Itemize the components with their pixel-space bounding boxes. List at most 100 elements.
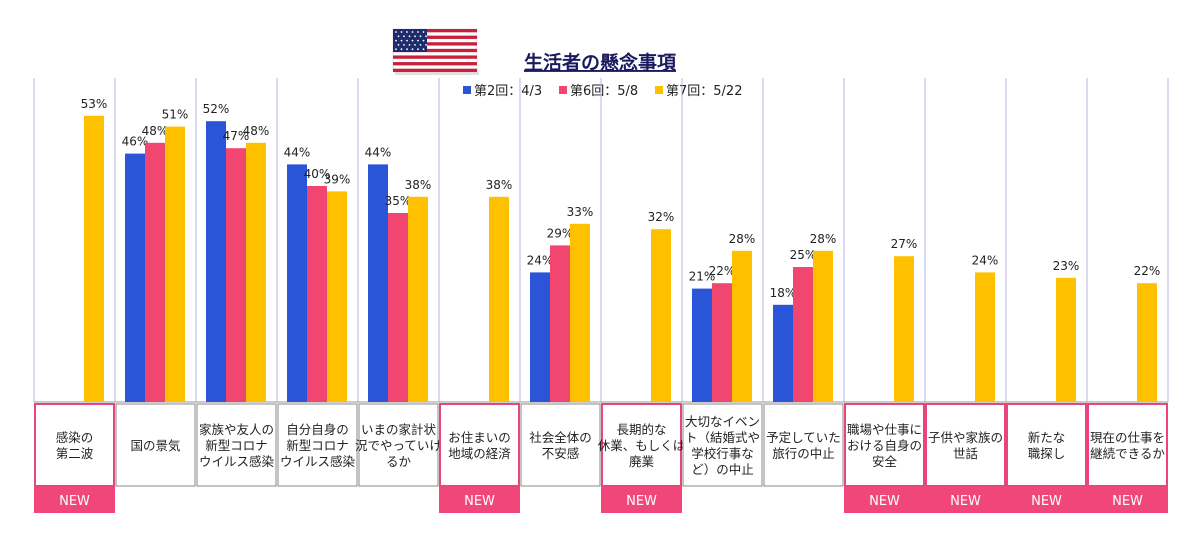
new-badge-label-11: NEW: [950, 494, 981, 509]
category-box-6: [520, 403, 601, 487]
data-label-6-1: 29%: [547, 226, 574, 240]
legend: 第2回：4/3 第6回：5/8 第7回：5/22: [463, 84, 742, 99]
us-flag-icon: [392, 28, 479, 75]
data-label-6-2: 33%: [567, 205, 594, 219]
bar-3-2: [327, 191, 347, 402]
bar-9-2: [813, 250, 833, 402]
data-label-11-2: 24%: [972, 253, 999, 267]
category-label-2-1: 新型コロナ: [205, 438, 268, 453]
new-badge-label-5: NEW: [464, 494, 495, 509]
bar-6-1: [550, 245, 570, 402]
category-label-5-0: お住まいの: [448, 430, 511, 445]
legend-swatch-1: [559, 86, 567, 94]
column-dividers: [33, 78, 1169, 403]
data-label-13-2: 22%: [1134, 264, 1161, 278]
category-label-0-1: 第二波: [56, 446, 94, 461]
category-label-6-1: 不安感: [542, 446, 580, 461]
legend-label-1: 第6回：5/8: [570, 84, 638, 99]
new-badge-0: [34, 487, 115, 513]
new-badge-12: [1006, 487, 1087, 513]
legend-label-0: 第2回：4/3: [474, 84, 542, 99]
data-label-4-2: 38%: [405, 178, 432, 192]
category-label-10-0: 職場や仕事に: [847, 422, 922, 437]
new-badge-13: [1087, 487, 1168, 513]
data-label-2-1: 47%: [223, 129, 250, 143]
category-label-2-0: 家族や友人の: [199, 422, 274, 437]
category-labels: 感染の第二波NEW国の景気家族や友人の新型コロナウイルス感染自分自身の新型コロナ…: [34, 403, 1168, 513]
bar-3-1: [307, 186, 327, 402]
bar-8-0: [692, 288, 712, 402]
data-label-9-1: 25%: [790, 248, 817, 262]
category-box-4: [358, 403, 439, 487]
category-box-12: [1006, 403, 1087, 487]
data-label-0-2: 53%: [81, 97, 108, 111]
data-label-3-2: 39%: [324, 172, 351, 186]
category-label-11-0: 子供や家族の: [928, 430, 1003, 445]
category-label-8-1: ト（結婚式や: [685, 430, 760, 445]
category-box-2: [196, 403, 277, 487]
bar-9-0: [773, 304, 793, 402]
bar-7-2: [651, 229, 671, 402]
data-label-1-2: 51%: [162, 108, 189, 122]
legend-swatch-0: [463, 86, 471, 94]
category-box-11: [925, 403, 1006, 487]
category-label-11-1: 世話: [953, 446, 978, 461]
category-label-10-1: おける自身の: [847, 438, 922, 453]
data-label-10-2: 27%: [891, 237, 918, 251]
bar-8-1: [712, 283, 732, 402]
data-label-4-0: 44%: [365, 145, 392, 159]
bar-2-2: [246, 142, 266, 403]
data-label-2-0: 52%: [203, 102, 230, 116]
new-badge-label-10: NEW: [869, 494, 900, 509]
bar-0-2: [84, 115, 104, 403]
category-label-3-2: ウイルス感染: [280, 454, 356, 469]
category-box-13: [1087, 403, 1168, 487]
category-label-4-1: 況でやっていけ: [355, 438, 442, 453]
bar-6-0: [530, 272, 550, 402]
category-box-7: [601, 403, 682, 487]
category-box-3: [277, 403, 358, 487]
legend-swatch-2: [655, 86, 663, 94]
bar-9-1: [793, 267, 813, 402]
data-label-3-1: 40%: [304, 167, 331, 181]
category-label-1-0: 国の景気: [130, 438, 180, 453]
bar-4-1: [388, 213, 408, 402]
new-badge-label-12: NEW: [1031, 494, 1062, 509]
category-label-2-2: ウイルス感染: [199, 454, 275, 469]
category-box-5: [439, 403, 520, 487]
category-box-1: [115, 403, 196, 487]
category-box-8: [682, 403, 763, 487]
new-badge-11: [925, 487, 1006, 513]
category-label-9-1: 旅行の中止: [772, 446, 835, 461]
bar-2-1: [226, 148, 246, 402]
data-label-12-2: 23%: [1053, 259, 1080, 273]
new-badge-5: [439, 487, 520, 513]
bar-12-2: [1056, 277, 1076, 402]
data-label-4-1: 35%: [385, 194, 412, 208]
bar-11-2: [975, 272, 995, 402]
bar-8-2: [732, 250, 752, 402]
category-label-0-0: 感染の: [56, 430, 94, 445]
bar-2-0: [206, 121, 226, 402]
data-label-8-0: 21%: [689, 270, 716, 284]
category-label-4-2: るか: [386, 454, 412, 469]
bar-1-1: [145, 142, 165, 403]
category-label-7-0: 長期的な: [616, 422, 666, 437]
data-label-1-0: 46%: [122, 135, 149, 149]
data-label-2-2: 48%: [243, 124, 270, 138]
data-label-1-1: 48%: [142, 124, 169, 138]
bar-1-0: [125, 153, 145, 402]
data-label-6-0: 24%: [527, 253, 554, 267]
category-label-5-1: 地域の経済: [448, 446, 511, 461]
new-badge-7: [601, 487, 682, 513]
bar-4-0: [368, 164, 388, 402]
chart-title: 生活者の懸念事項: [524, 51, 677, 74]
category-label-12-0: 新たな: [1028, 430, 1066, 445]
category-label-7-1: 休業、もしくは: [598, 438, 686, 453]
bar-5-2: [489, 196, 509, 402]
bar-13-2: [1137, 283, 1157, 402]
data-label-3-0: 44%: [284, 145, 311, 159]
category-box-0: [34, 403, 115, 487]
category-label-12-1: 職探し: [1028, 446, 1066, 461]
